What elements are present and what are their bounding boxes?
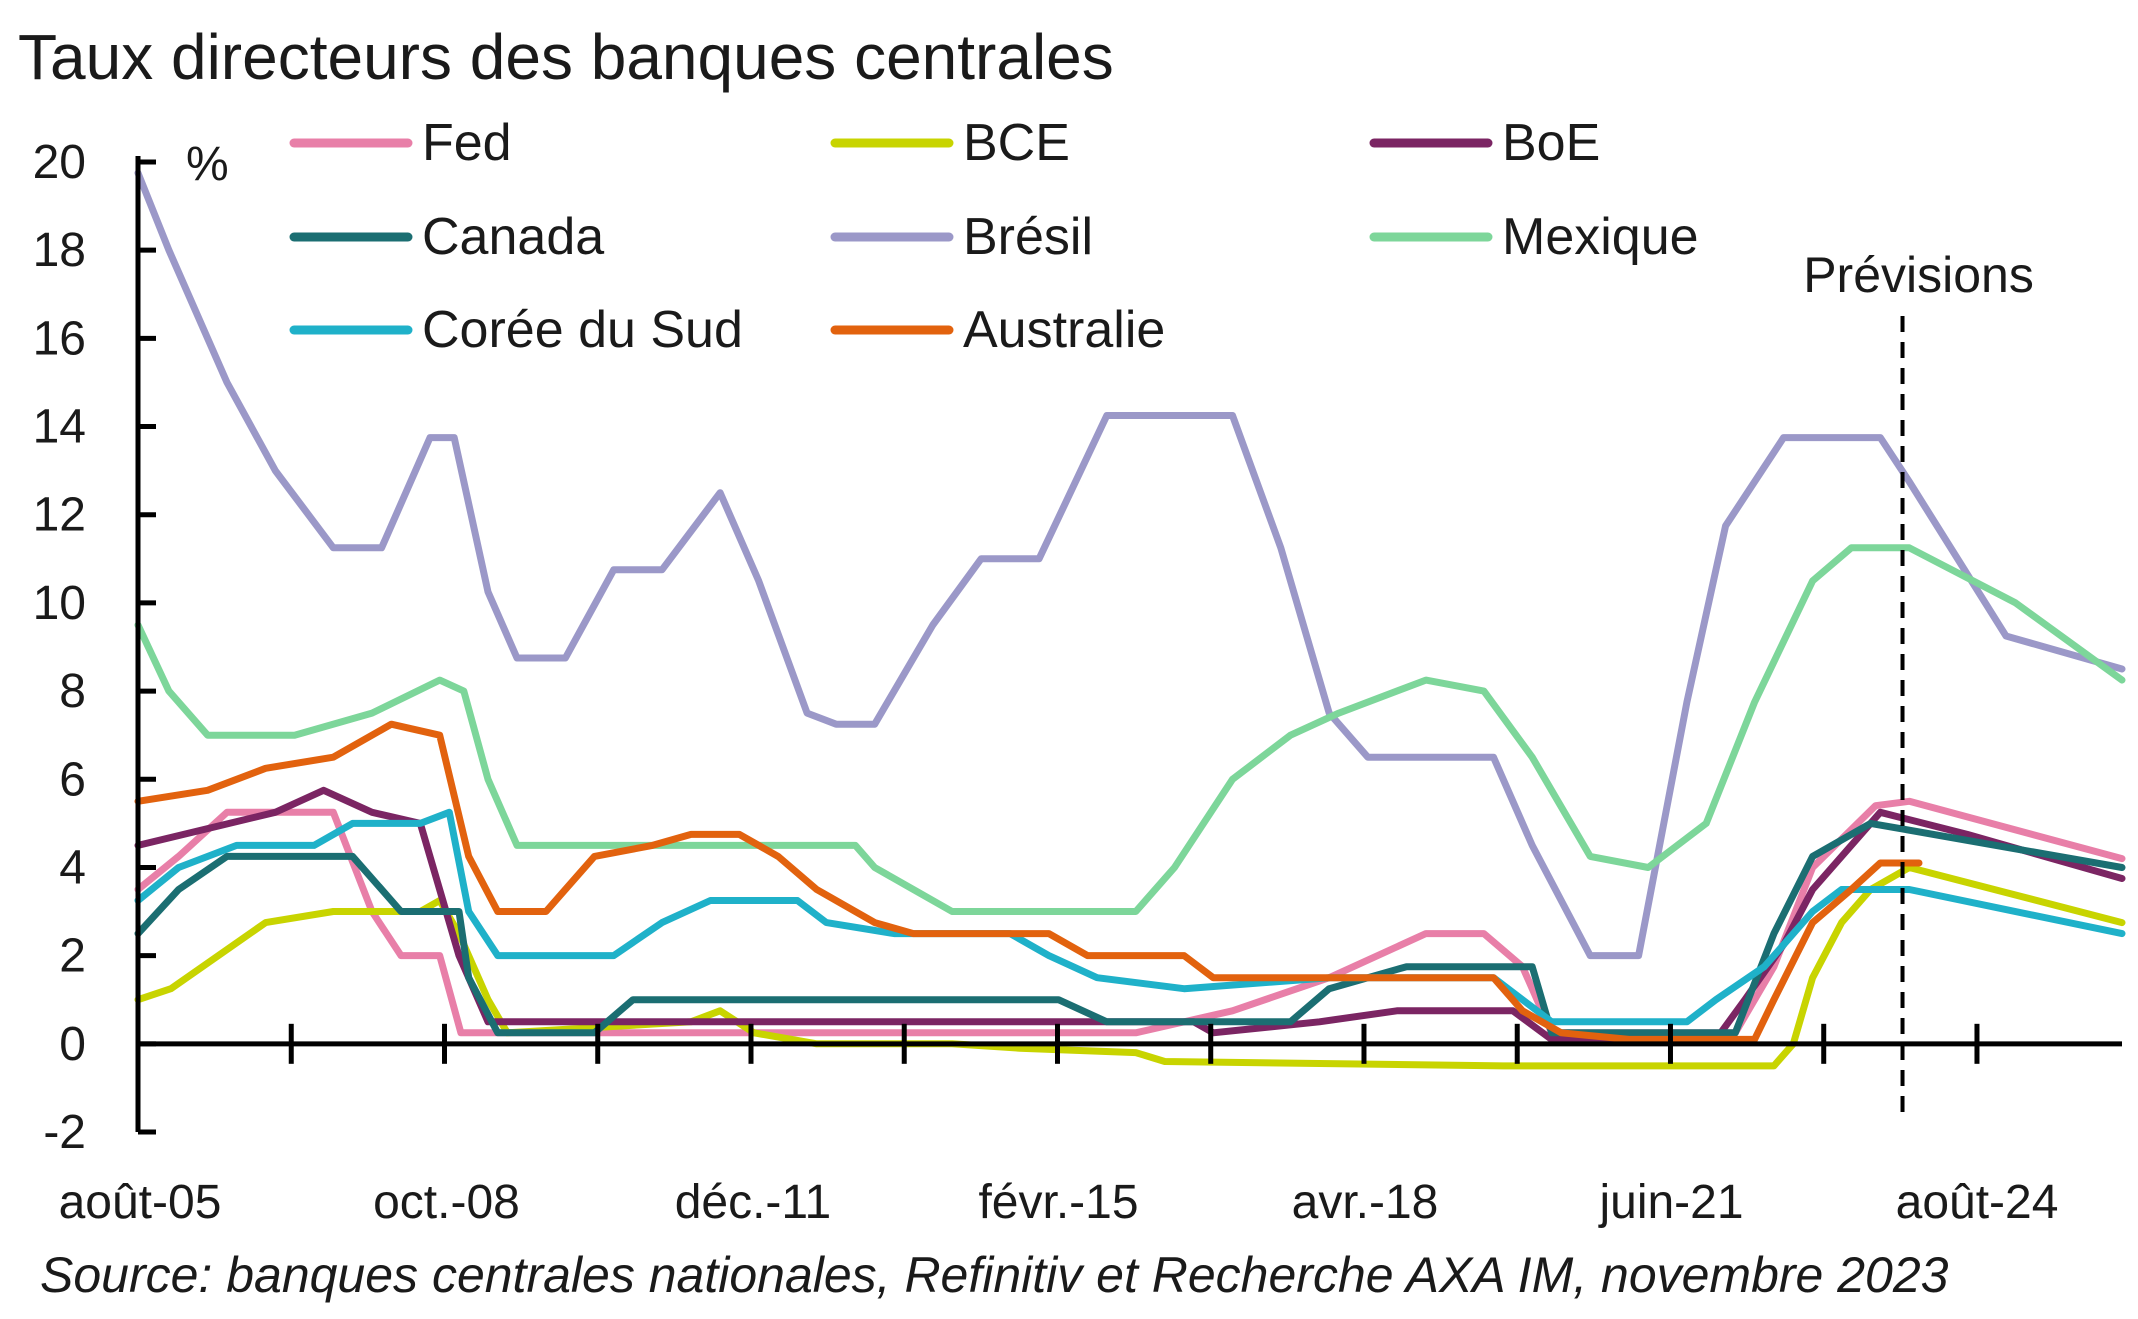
- y-tick-label: 18: [33, 224, 86, 277]
- x-tick-label: août-05: [59, 1176, 222, 1229]
- y-tick-label: 8: [59, 665, 86, 718]
- y-tick-label: 6: [59, 753, 86, 806]
- x-tick-label: févr.-15: [978, 1176, 1138, 1229]
- legend-label: BoE: [1502, 114, 1600, 172]
- source-note: Source: banques centrales nationales, Re…: [40, 1247, 1949, 1303]
- y-tick-label: 20: [33, 136, 86, 189]
- series-line-australie: [134, 720, 1923, 1043]
- chart-title: Taux directeurs des banques centrales: [18, 21, 1114, 93]
- legend-layer: Fed BCE BoE Canada Brésil Mexique Corée du Sud…: [289, 114, 1699, 359]
- x-tick-label: août-24: [1896, 1176, 2059, 1229]
- x-tick-label: juin-21: [1597, 1176, 1743, 1229]
- y-unit-label: %: [186, 138, 229, 191]
- y-tick-label: -2: [43, 1106, 86, 1159]
- legend-label: Mexique: [1502, 208, 1699, 266]
- series-line-boe: [134, 786, 2126, 1043]
- series-line-mexique: [134, 544, 2126, 915]
- axis-layer: -2 0 2 4 6 8 10 12 14 16 18 20 % août-05 oct.-08 déc.-1…: [33, 136, 2122, 1229]
- legend-label: Corée du Sud: [422, 301, 743, 359]
- legend-label: Fed: [422, 114, 512, 172]
- x-tick-label: oct.-08: [373, 1176, 520, 1229]
- y-tick-label: 10: [33, 577, 86, 630]
- legend-label: Brésil: [963, 208, 1093, 266]
- y-tick-label: 0: [59, 1018, 86, 1071]
- y-tick-label: 4: [59, 841, 86, 894]
- legend-label: Australie: [963, 301, 1165, 359]
- legend-label: Canada: [422, 208, 604, 266]
- y-tick-label: 16: [33, 312, 86, 365]
- y-tick-label: 12: [33, 489, 86, 542]
- x-tick-label: avr.-18: [1292, 1176, 1439, 1229]
- series-line-bresil: [134, 169, 2126, 960]
- series-line-canada: [134, 819, 2126, 1037]
- forecast-label: Prévisions: [1803, 247, 2034, 303]
- y-tick-label: 14: [33, 401, 86, 454]
- x-tick-label: déc.-11: [675, 1176, 832, 1229]
- series-line-coree-du-sud: [134, 808, 2126, 1026]
- legend-label: BCE: [963, 114, 1070, 172]
- y-tick-label: 2: [59, 930, 86, 983]
